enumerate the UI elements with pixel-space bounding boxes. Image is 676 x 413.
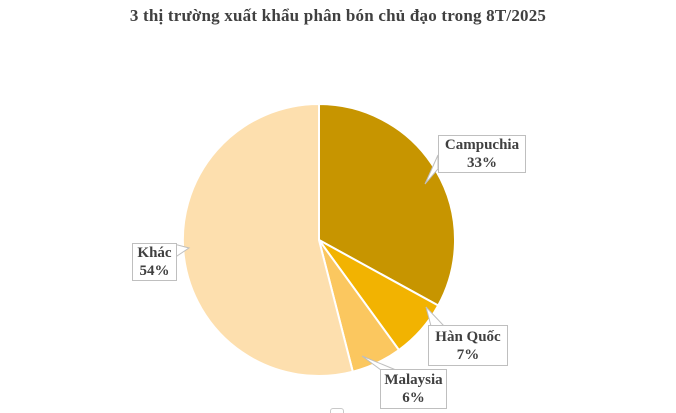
callout-han-quoc: Hàn Quốc 7% (428, 325, 508, 366)
callout-malaysia-percent: 6% (402, 390, 425, 406)
callout-campuchia-label: Campuchia (444, 137, 520, 153)
callout-malaysia: Malaysia 6% (380, 369, 447, 409)
callout-khac-percent: 54% (139, 263, 170, 279)
callout-malaysia-label: Malaysia (384, 372, 443, 388)
callout-khac-label: Khác (137, 245, 172, 261)
callout-han-quoc-label: Hàn Quốc (435, 328, 501, 345)
callout-campuchia-percent: 33% (467, 155, 497, 171)
callout-khac: Khác 54% (132, 243, 177, 281)
callout-campuchia: Campuchia 33% (438, 135, 526, 173)
chart-title: 3 thị trường xuất khẩu phân bón chủ đạo … (129, 6, 547, 25)
cropped-ui-fragment (330, 408, 344, 413)
pie-slice-khac (181, 103, 354, 377)
callout-han-quoc-percent: 7% (456, 346, 480, 363)
